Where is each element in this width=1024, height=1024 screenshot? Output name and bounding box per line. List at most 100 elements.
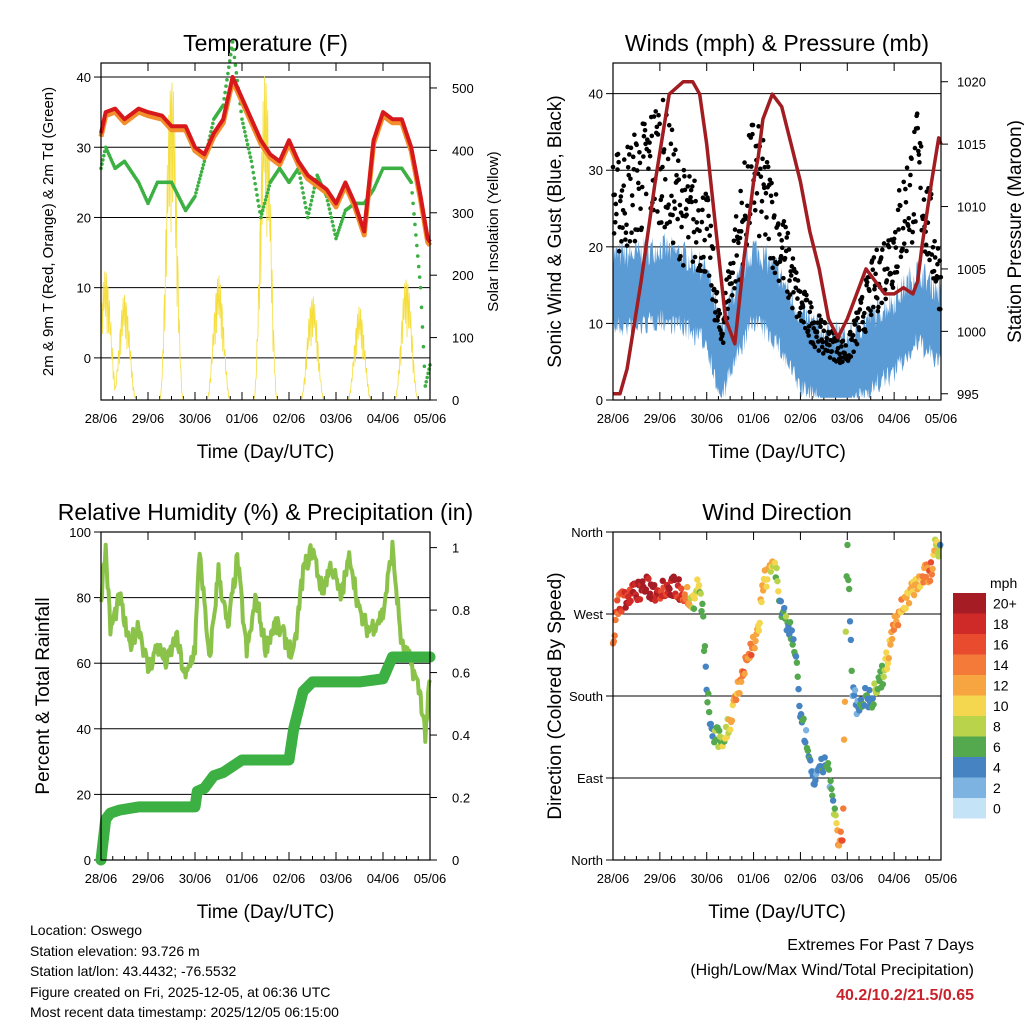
direction-point: [782, 613, 790, 620]
dewpoint-point: [101, 158, 105, 162]
x-tick-label: 05/06: [925, 871, 958, 886]
direction-point: [702, 663, 709, 670]
gust-point: [871, 304, 876, 310]
gust-point: [630, 154, 636, 160]
dewpoint-point: [307, 207, 312, 211]
x-tick-label: 05/06: [414, 871, 447, 886]
chart-title: Relative Humidity (%) & Precipitation (i…: [58, 499, 473, 525]
dewpoint-point: [335, 233, 339, 238]
direction-point: [678, 585, 685, 592]
gust-point: [669, 193, 674, 199]
gust-point: [787, 292, 793, 297]
dewpoint-point: [330, 219, 335, 224]
colorbar-label: 10: [993, 698, 1009, 714]
gust-point: [736, 240, 741, 246]
gust-point: [630, 202, 635, 208]
x-axis-label: Time (Day/UTC): [708, 902, 846, 923]
gust-point: [694, 220, 700, 225]
gust-point: [672, 206, 678, 211]
gust-point: [626, 172, 632, 178]
gust-point: [907, 227, 912, 233]
gust-point: [646, 149, 652, 154]
gust-point: [766, 236, 772, 242]
gust-point: [699, 219, 705, 225]
gust-point: [878, 255, 884, 260]
direction-point: [627, 597, 634, 605]
gust-point: [886, 244, 892, 250]
gust-point: [654, 124, 660, 130]
gust-point: [896, 188, 902, 193]
gust-point: [772, 213, 777, 218]
gust-point: [635, 227, 641, 233]
direction-point: [794, 673, 801, 680]
gust-point: [932, 255, 938, 260]
gust-point: [818, 324, 823, 330]
direction-point: [846, 618, 854, 625]
gust-point: [730, 270, 736, 276]
dewpoint-point: [262, 201, 267, 206]
dewpoint-point: [419, 305, 424, 310]
gust-point: [915, 125, 921, 131]
dewpoint-point: [200, 166, 205, 171]
direction-point: [700, 647, 708, 655]
colorbar-swatch: [953, 695, 986, 716]
direction-point: [694, 576, 701, 583]
chart-title: Winds (mph) & Pressure (mb): [625, 30, 929, 56]
gust-point: [874, 247, 880, 253]
dewpoint-point: [224, 84, 228, 88]
temp-2m-line: [99, 75, 432, 244]
gust-point: [784, 235, 790, 240]
dewpoint-point: [265, 191, 270, 195]
y2-tick-label: 1015: [957, 137, 986, 152]
x-tick-label: 02/06: [273, 871, 306, 886]
gust-point: [848, 354, 854, 359]
gust-point: [697, 228, 702, 234]
y2-tick-label: 300: [452, 206, 474, 221]
direction-point: [916, 583, 924, 590]
dewpoint-point: [245, 142, 250, 147]
gust-point: [786, 247, 792, 252]
x-tick-label: 04/06: [367, 871, 400, 886]
direction-point: [905, 599, 913, 607]
dewpoint-point: [239, 109, 243, 114]
gust-point: [689, 184, 695, 189]
x-tick-label: 03/06: [831, 411, 864, 426]
y-tick-label: 60: [77, 656, 91, 671]
gust-point: [729, 281, 734, 286]
gust-point: [720, 340, 726, 346]
gust-point: [673, 147, 678, 153]
dewpoint-point: [415, 243, 419, 248]
gust-point: [738, 188, 743, 194]
gust-point: [679, 224, 684, 230]
dewpoint-point: [231, 47, 236, 52]
gust-point: [907, 182, 913, 188]
y-axis-label: Sonic Wind & Gust (Blue, Black): [545, 95, 566, 367]
direction-point: [827, 777, 834, 785]
plot-frame: [100, 531, 431, 861]
gust-point: [625, 164, 631, 170]
gust-point: [776, 221, 781, 226]
gust-point: [696, 208, 701, 213]
y2-tick-label: 0: [452, 853, 459, 868]
gust-point: [739, 200, 745, 206]
dewpoint-point: [249, 159, 254, 164]
dewpoint-point: [311, 190, 316, 194]
dewpoint-point: [297, 171, 302, 176]
direction-point: [802, 739, 809, 746]
y-tick-label: 40: [77, 70, 91, 85]
gust-point: [612, 219, 618, 225]
gust-point: [837, 351, 842, 357]
direction-point: [690, 605, 698, 612]
gust-point: [655, 132, 661, 137]
recent-data-timestamp: Most recent data timestamp: 2025/12/05 0…: [30, 1004, 339, 1020]
direction-point: [866, 686, 873, 694]
gust-point: [750, 131, 755, 137]
x-tick-label: 01/06: [737, 411, 770, 426]
y-tick-label: 20: [77, 787, 91, 802]
gust-point: [684, 212, 689, 218]
gust-point: [745, 203, 750, 209]
direction-point: [880, 673, 887, 680]
y-tick-label: 40: [77, 722, 91, 737]
x-axis-label: Time (Day/UTC): [197, 442, 335, 463]
direction-point: [812, 777, 819, 784]
